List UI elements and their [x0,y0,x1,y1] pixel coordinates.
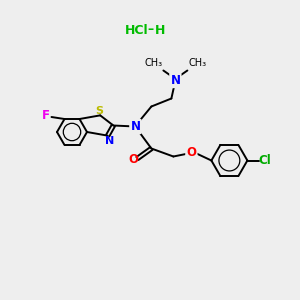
Text: H: H [155,23,165,37]
Text: O: O [128,153,138,166]
Text: Cl: Cl [258,154,271,167]
Text: CH₃: CH₃ [144,58,162,68]
Text: N: N [105,136,114,146]
Text: N: N [130,120,140,133]
Text: –: – [147,23,153,37]
Text: O: O [186,146,197,159]
Text: F: F [41,109,50,122]
Text: S: S [95,106,103,116]
Text: HCl: HCl [124,23,148,37]
Text: N: N [170,74,180,87]
Text: CH₃: CH₃ [188,58,206,68]
